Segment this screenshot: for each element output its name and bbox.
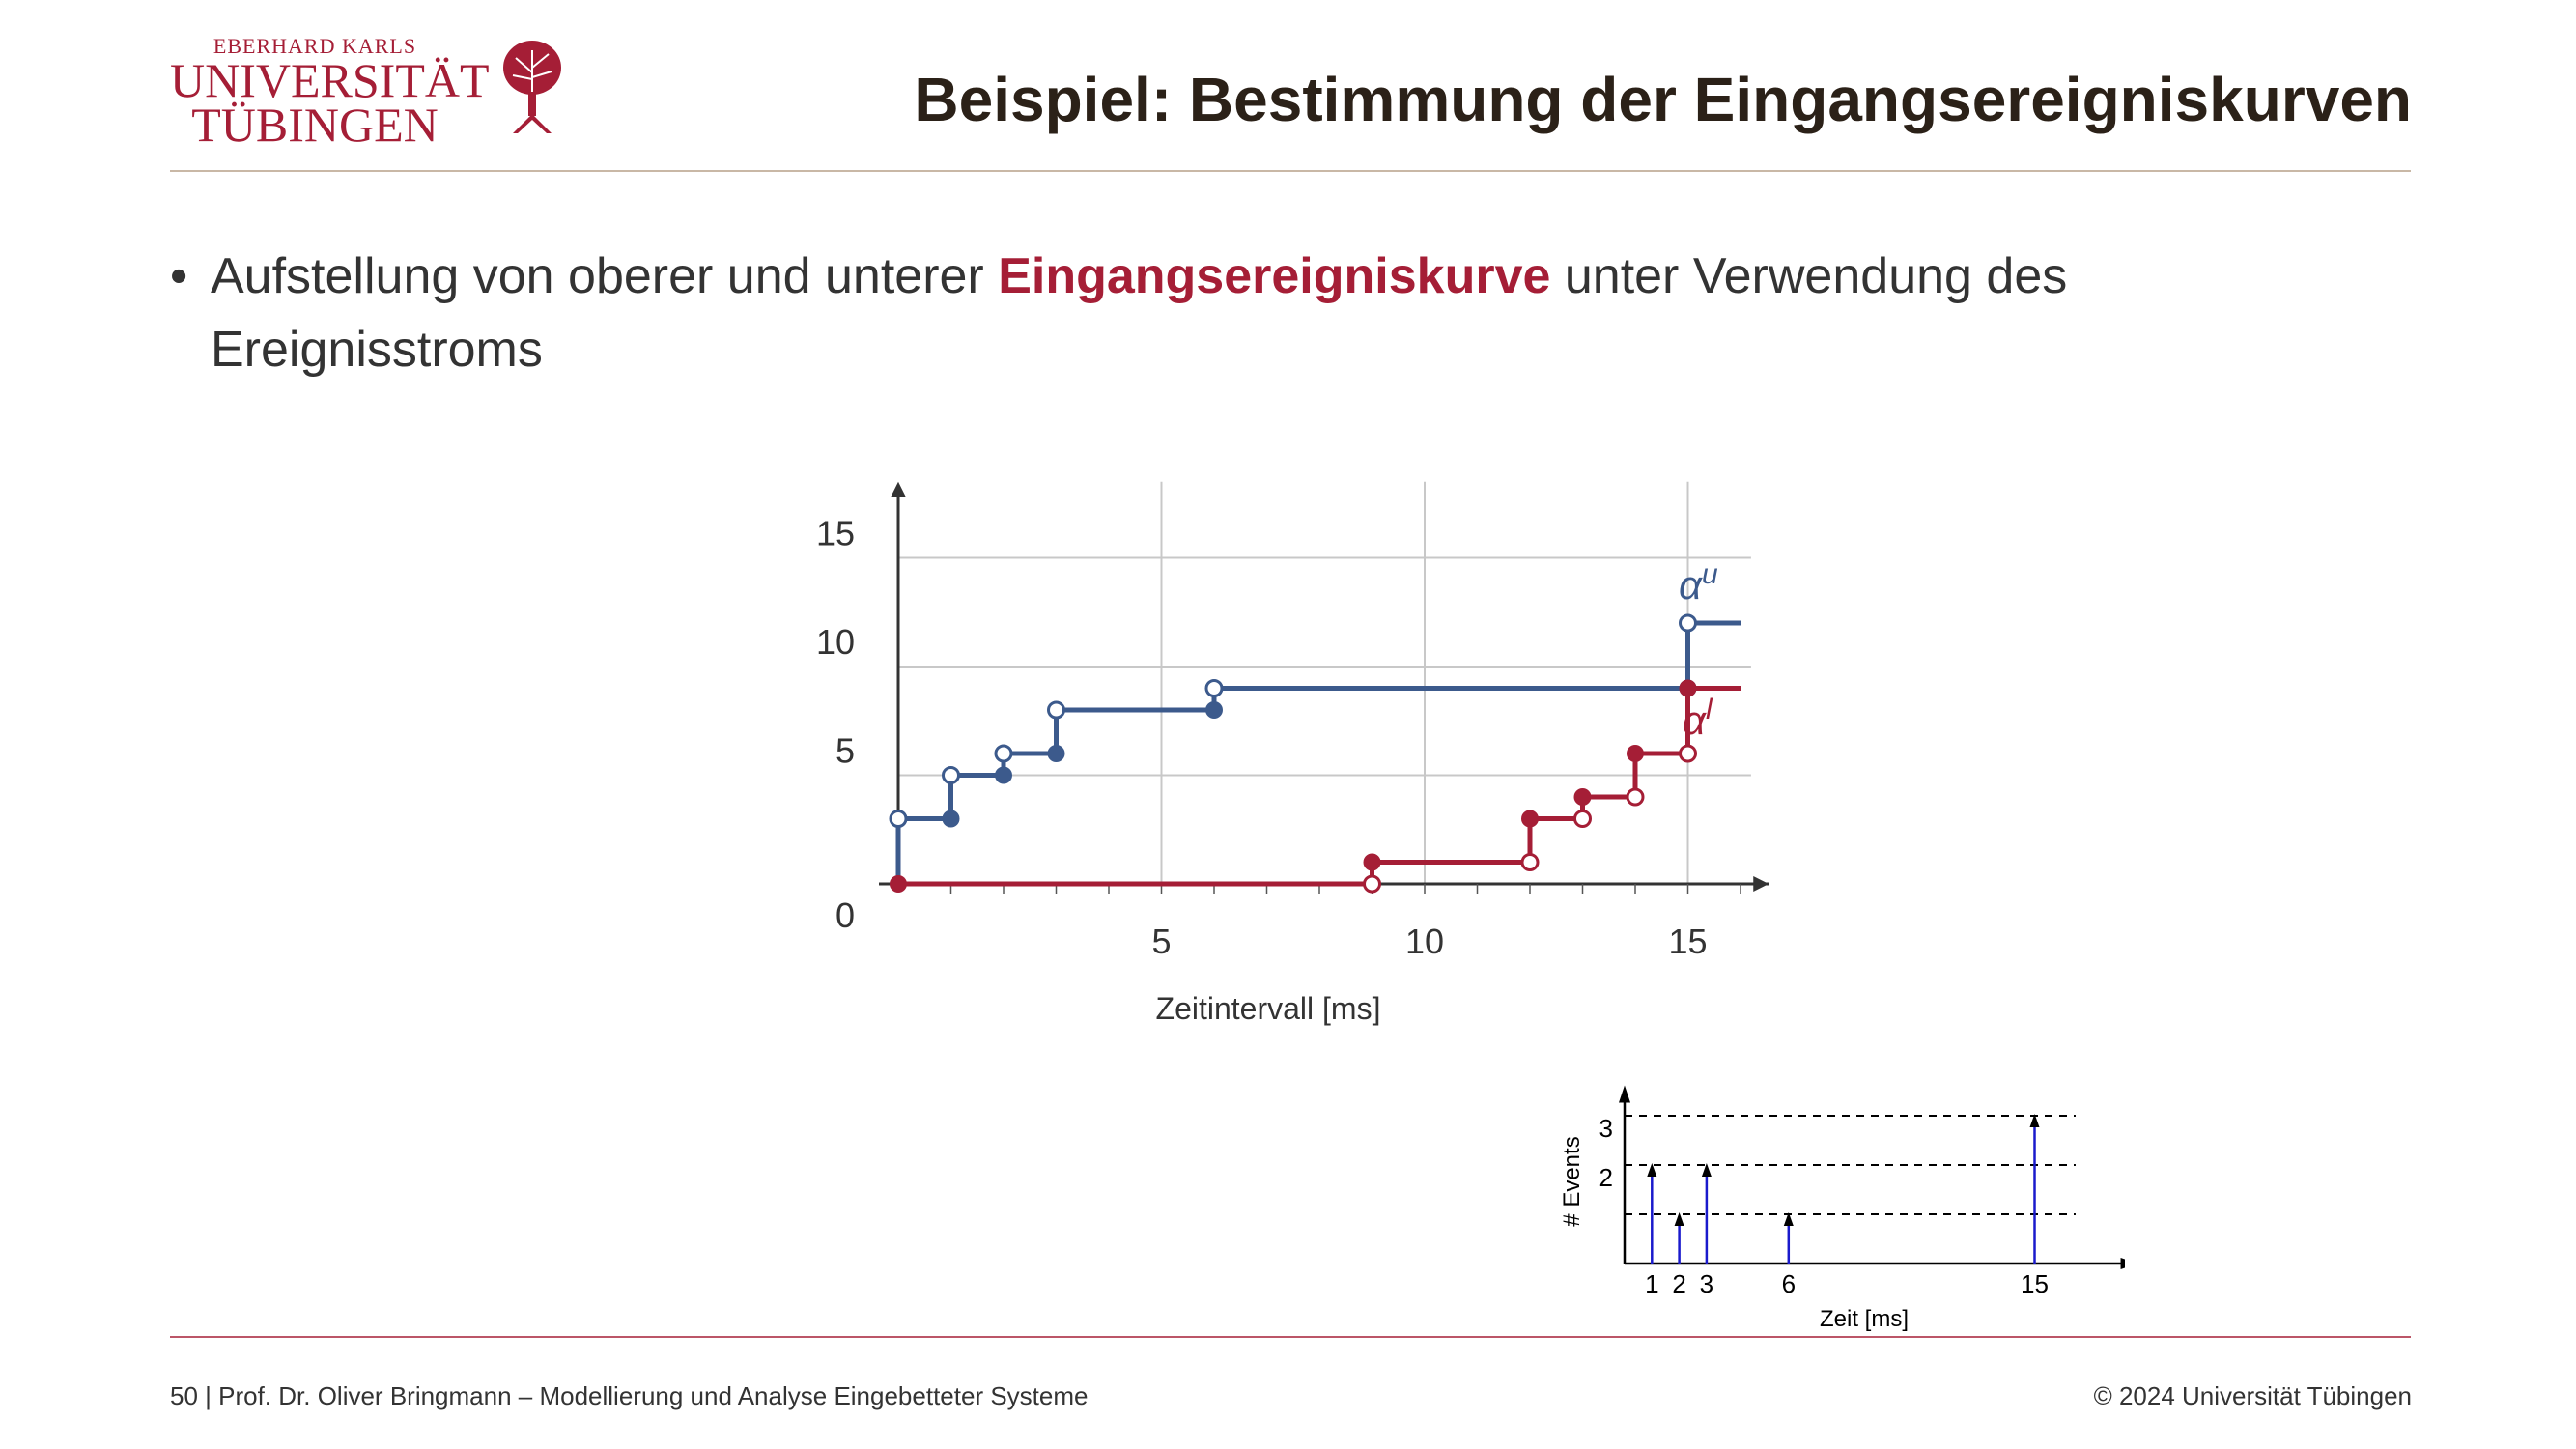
footer-left: 50 | Prof. Dr. Oliver Bringmann – Modell… [170,1381,1089,1410]
filled-point [1363,853,1381,871]
open-point [889,810,908,828]
event-arrowhead [1647,1163,1657,1177]
x-axis-label: Zeitintervall [ms] [1156,991,1381,1026]
tree-icon [503,41,561,133]
footer-divider [170,1336,2411,1338]
stream-x-tick-label: 3 [1700,1269,1713,1298]
event-arrowhead [1701,1163,1712,1177]
filled-point [1573,788,1592,806]
bullet-text-before: Aufstellung von oberer und unterer [211,248,999,304]
bullet-text: Aufstellung von oberer und unterer Einga… [211,240,2295,386]
stream-x-tick-label: 6 [1782,1269,1796,1298]
y-tick-label: 10 [816,622,855,662]
lower-curve-superscript: l [1706,694,1713,725]
event-arrowhead [2029,1114,2040,1127]
filled-point [1205,701,1223,719]
open-point [1047,700,1065,720]
bullet-dot: • [170,248,188,304]
open-point [994,744,1013,763]
filled-point [1679,679,1697,697]
open-point [1679,613,1697,633]
stream-x-tick-label: 1 [1645,1269,1658,1298]
filled-point [1047,745,1065,762]
event-arrowhead [1783,1212,1794,1226]
x-tick-label: 5 [1151,922,1171,961]
open-point [1363,874,1381,894]
footer-copyright: © 2024 Universität Tübingen [2093,1381,2412,1410]
stream-x-arrow [2120,1258,2125,1269]
stream-y-tick-label: 3 [1599,1114,1613,1143]
stream-y-arrow [1619,1085,1630,1103]
y-tick-label: 0 [835,895,855,935]
upper-curve-symbol: α [1679,562,1703,608]
logo-line-1: EBERHARD KARLS [212,34,417,58]
upper-curve-label: αu [1679,558,1718,608]
event-arrowhead [1674,1212,1684,1226]
open-point [1520,853,1540,871]
university-logo: EBERHARD KARLS UNIVERSITÄT TÜBINGEN [170,35,561,149]
bullet-text-after: unter Verwendung des Ereignisstroms [211,248,2068,378]
lower-curve-symbol: α [1683,697,1707,743]
open-point [1204,679,1224,697]
filled-point [890,875,907,893]
event-arrow [1647,1163,1657,1264]
filled-point [1627,745,1644,762]
bullet-highlight: Eingangsereigniskurve [998,248,1551,304]
filled-point [995,766,1012,784]
stream-x-axis-label: Zeit [ms] [1820,1306,1909,1332]
open-point [942,766,960,784]
x-tick-label: 10 [1405,922,1444,961]
logo-line-3: TÜBINGEN [191,98,439,152]
event-arrow [1701,1163,1712,1264]
x-tick-label: 15 [1668,922,1707,961]
x-axis-arrow [1753,876,1769,892]
bullet-point: • Aufstellung von oberer und unterer Ein… [170,240,2295,386]
stream-y-tick-label: 2 [1599,1163,1613,1192]
stream-x-tick-label: 15 [2021,1269,2049,1298]
y-tick-label: 15 [816,514,855,554]
upper-curve-superscript: u [1702,558,1718,590]
open-point [1679,744,1697,763]
event-arrow [2029,1114,2040,1264]
open-point [1626,787,1645,807]
event-arrow [1783,1212,1794,1264]
lower-curve [890,679,1741,894]
logo-wordmark: EBERHARD KARLS UNIVERSITÄT TÜBINGEN [170,34,490,152]
lower-curve-label: αl [1683,694,1713,743]
filled-point [1521,810,1539,828]
filled-point [942,810,960,828]
y-tick-label: 5 [835,731,855,771]
stream-y-axis-label: # Events [1559,1136,1585,1226]
event-arrow [1674,1212,1684,1264]
logo-line-2: UNIVERSITÄT [170,53,490,107]
slide-title: Beispiel: Bestimmung der Eingangsereigni… [914,65,2412,134]
open-point [1573,810,1592,828]
y-axis-arrow [891,481,906,497]
header-divider [170,170,2411,172]
stream-x-tick-label: 2 [1672,1269,1685,1298]
upper-curve [889,613,1741,884]
